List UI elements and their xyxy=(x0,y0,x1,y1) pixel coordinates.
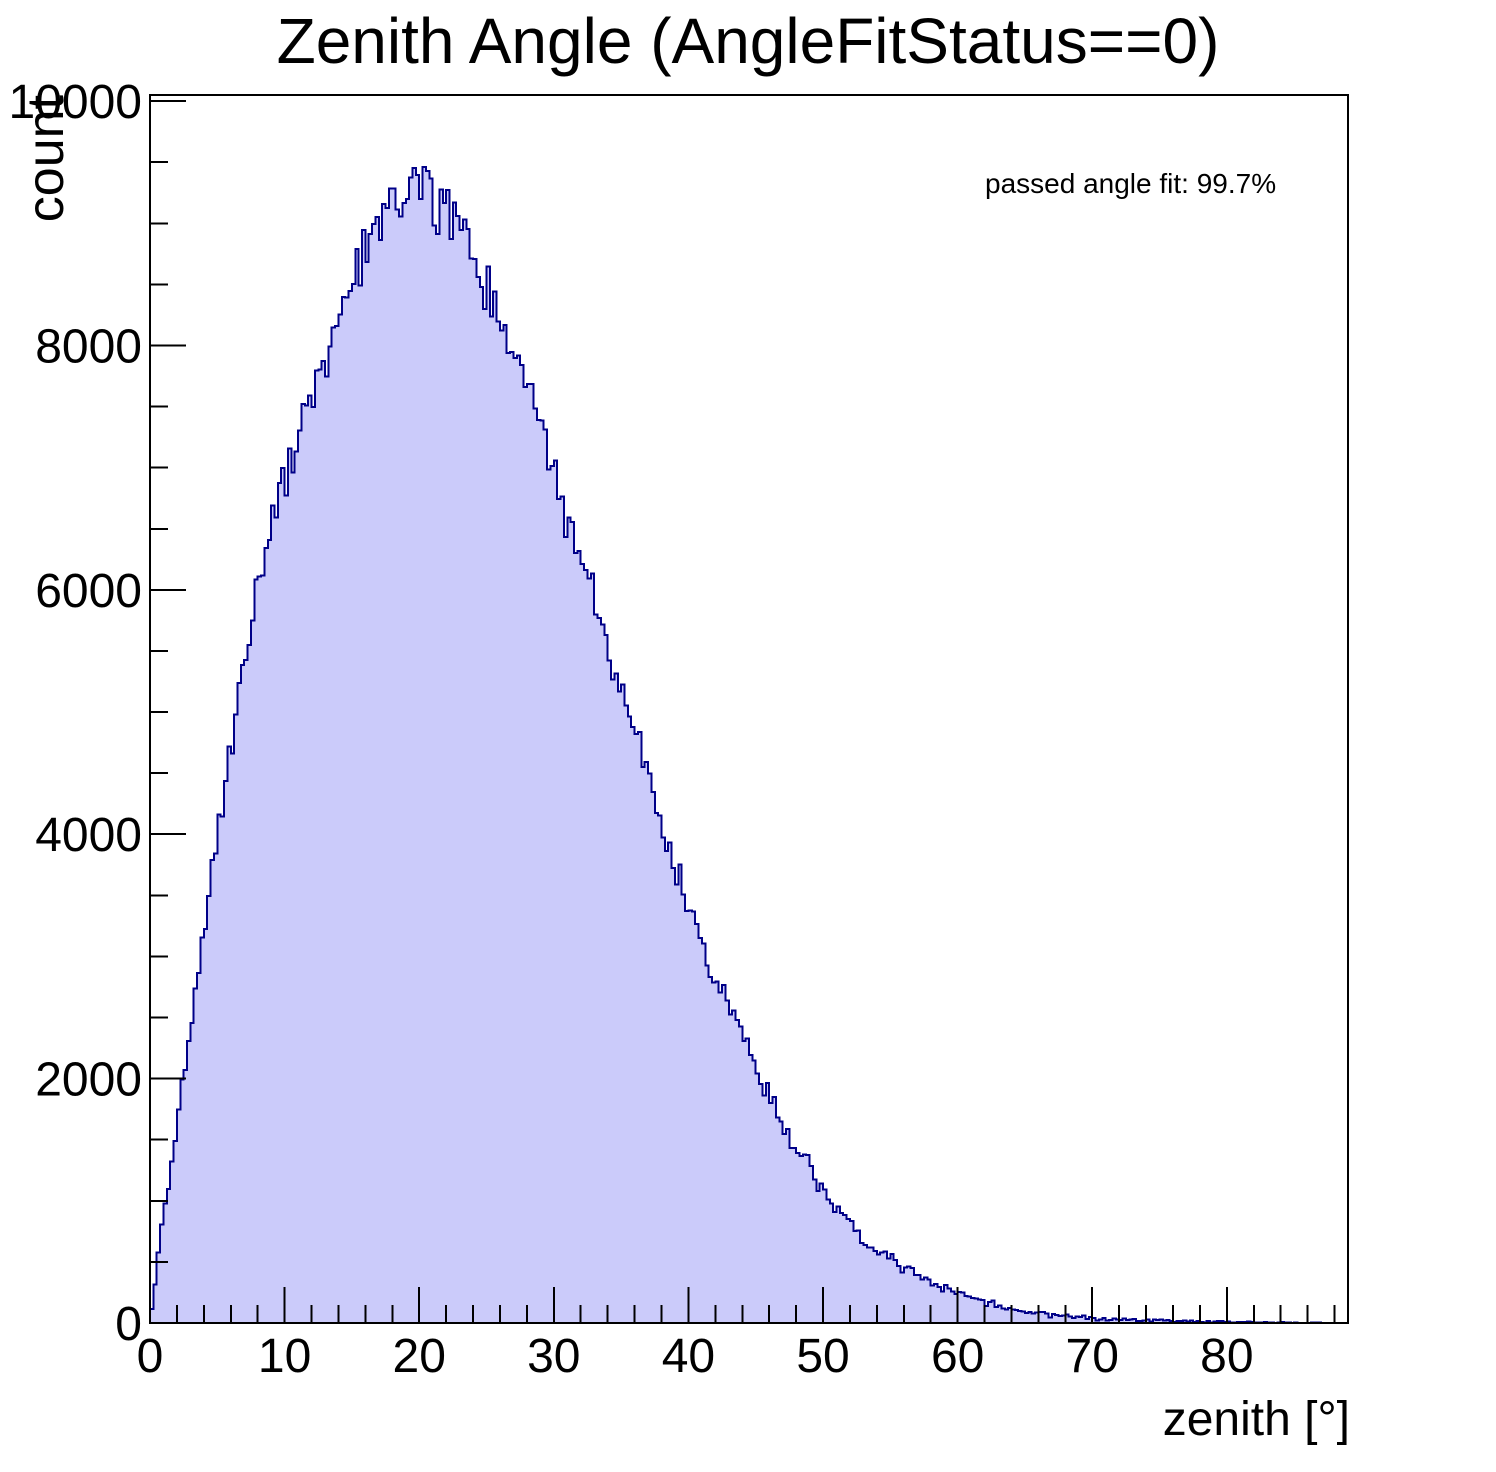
y-tick-label: 8000 xyxy=(35,320,142,373)
y-tick-label: 2000 xyxy=(35,1054,142,1107)
x-tick-label: 30 xyxy=(527,1330,580,1383)
x-tick-label: 40 xyxy=(662,1330,715,1383)
x-tick-label: 10 xyxy=(258,1330,311,1383)
passed-angle-fit-annotation: passed angle fit: 99.7% xyxy=(985,168,1277,199)
x-tick-label: 50 xyxy=(796,1330,849,1383)
plot-frame xyxy=(149,94,1349,1324)
y-tick-label: 10000 xyxy=(9,76,142,129)
x-tick-label: 70 xyxy=(1066,1330,1119,1383)
x-tick-label: 20 xyxy=(393,1330,446,1383)
x-tick-label: 60 xyxy=(931,1330,984,1383)
y-tick-label: 0 xyxy=(115,1298,142,1351)
y-tick-label: 6000 xyxy=(35,565,142,618)
x-tick-label: 0 xyxy=(137,1330,164,1383)
x-axis-title: zenith [°] xyxy=(1162,1393,1350,1446)
chart-title: Zenith Angle (AngleFitStatus==0) xyxy=(276,5,1220,77)
x-tick-label: 80 xyxy=(1200,1330,1253,1383)
y-tick-label: 4000 xyxy=(35,809,142,862)
histogram-area xyxy=(149,165,1348,1324)
y-axis-title: count xyxy=(17,95,75,223)
